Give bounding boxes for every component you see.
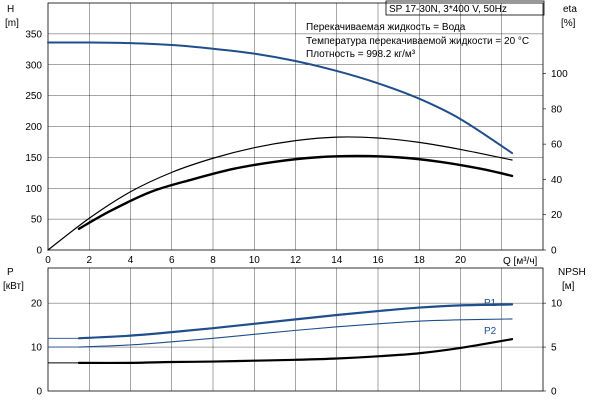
right-tick-label: 0	[551, 246, 557, 257]
bottom-left-tick-labels: 0 10 20	[31, 299, 43, 398]
left-tick-label: 50	[31, 215, 43, 226]
x-tick-label: 18	[414, 255, 426, 266]
x-tick-label: 14	[331, 255, 343, 266]
left-tick-label: 150	[25, 153, 42, 164]
series-curve-0-1	[47, 136, 513, 251]
series-curve-1-1	[78, 318, 513, 348]
right-tick-label: 60	[551, 140, 563, 151]
series-curve-1-0	[77, 303, 514, 340]
top-plot-frame	[47, 2, 544, 251]
x-tick-label: 2	[86, 255, 92, 266]
condition-density: Плотность = 998.2 кг/м³	[306, 49, 416, 60]
power-axis-unit: [кВт]	[3, 281, 24, 292]
flow-axis-label: Q [м³/ч]	[503, 256, 538, 267]
left-tick-label: 250	[25, 91, 42, 102]
left-tick-label: 0	[36, 387, 42, 398]
right-tick-label: 20	[551, 210, 563, 221]
bottom-grid	[48, 268, 543, 391]
x-tick-label: 8	[210, 255, 216, 266]
right-tick-label: 0	[551, 387, 557, 398]
left-tick-label: 300	[25, 60, 42, 71]
top-left-tick-labels: 0 50 100 150 200 250 300 350	[25, 29, 42, 256]
bottom-curves	[48, 303, 514, 365]
series-curve-0-2	[77, 154, 514, 231]
top-curves	[47, 41, 514, 251]
series-curve-0-0	[47, 41, 514, 155]
right-tick-label: 40	[551, 175, 563, 186]
x-tick-label: 6	[169, 255, 175, 266]
x-tick-label: 0	[45, 255, 51, 266]
power-axis-label: P	[7, 267, 14, 278]
condition-liquid: Перекачиваемая жидкость = Вода	[306, 22, 466, 33]
series-curve-1-2	[77, 338, 514, 365]
left-tick-label: 350	[25, 29, 42, 40]
x-tick-label: 16	[372, 255, 384, 266]
left-tick-label: 100	[25, 184, 42, 195]
npsh-axis-unit: [м]	[562, 281, 575, 292]
x-tick-label: 20	[455, 255, 467, 266]
left-tick-label: 10	[31, 343, 43, 354]
model-box	[385, 0, 545, 16]
head-axis-label: H	[7, 4, 14, 15]
x-tick-label: 4	[128, 255, 134, 266]
model-label: SP 17-30N, 3*400 V, 50Hz	[389, 4, 507, 15]
npsh-axis-label: NPSH	[558, 267, 586, 278]
left-tick-label: 20	[31, 299, 43, 310]
eta-axis-label: eta	[563, 4, 577, 15]
left-tick-label: 0	[36, 246, 42, 257]
head-axis-unit: [m]	[5, 18, 19, 29]
p1-series-label: P1	[484, 298, 497, 309]
right-tick-label: 5	[551, 343, 557, 354]
right-tick-label: 10	[551, 299, 563, 310]
left-tick-label: 200	[25, 122, 42, 133]
x-tick-label: 10	[249, 255, 261, 266]
top-right-tick-labels: 0 20 40 60 80 100	[543, 69, 568, 257]
p2-series-label: P2	[484, 326, 497, 337]
condition-temperature: Температура перекачиваемой жидкости = 20…	[306, 36, 529, 47]
bottom-right-tick-labels: 0 5 10	[543, 299, 563, 398]
eta-axis-unit: [%]	[561, 18, 576, 29]
right-tick-label: 100	[551, 69, 568, 80]
bottom-plot-frame	[47, 267, 544, 392]
x-tick-label: 12	[290, 255, 302, 266]
top-x-tick-labels: 0 2 4 6 8 10 12 14 16 18 20	[45, 255, 466, 266]
right-tick-label: 80	[551, 104, 563, 115]
